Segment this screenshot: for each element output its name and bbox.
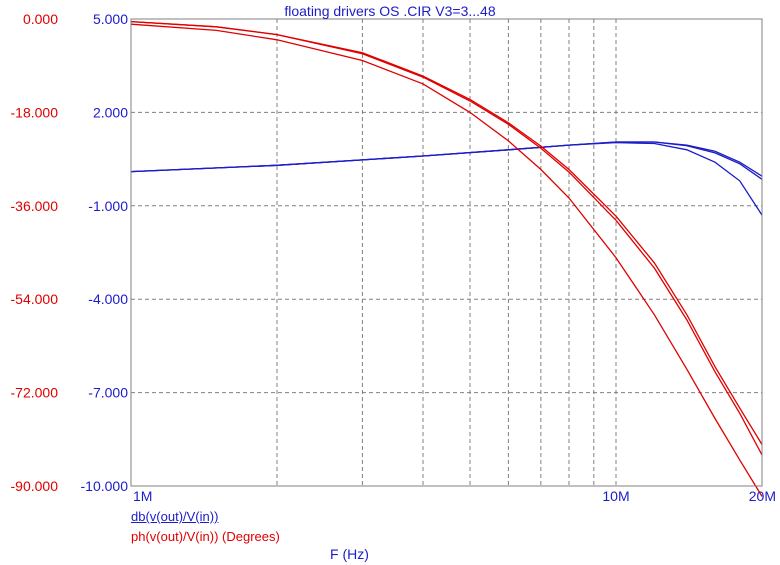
x-tick-label: 10M (602, 488, 629, 504)
x-axis-ticks: 1M 10M 20M (133, 488, 776, 504)
x-tick-label: 1M (133, 488, 152, 504)
db-series-line-1 (130, 141, 763, 180)
right-axis-ticks: 5.000 2.000 -1.000 -4.000 -7.000 -10.000 (81, 11, 129, 494)
db-tick-label: -4.000 (88, 291, 128, 307)
left-tick-label: -72.000 (11, 385, 59, 401)
db-tick-label: 2.000 (93, 104, 128, 120)
x-tick-label: 20M (749, 488, 776, 504)
grid-lines (131, 19, 762, 486)
db-series-line-2 (130, 141, 763, 216)
legend-db-label[interactable]: db(v(out)/V(in)) (131, 509, 219, 524)
legend-phase-label[interactable]: ph(v(out)/V(in)) (Degrees) (131, 529, 280, 544)
phase-series-line-3 (130, 20, 763, 445)
db-series-line-0 (130, 141, 763, 177)
x-axis-label: F (Hz) (330, 546, 369, 562)
db-tick-label: 5.000 (93, 11, 128, 27)
plot-frame (130, 18, 763, 487)
phase-series-line-4 (130, 20, 763, 456)
db-tick-label: -10.000 (81, 478, 129, 494)
phase-series-line-5 (130, 23, 763, 497)
left-tick-label: -18.000 (11, 104, 59, 120)
left-tick-label: -36.000 (11, 198, 59, 214)
chart-title: floating drivers OS .CIR V3=3...48 (284, 3, 496, 19)
left-tick-label: 0.000 (23, 11, 58, 27)
left-axis-ticks: 0.000 -18.000 -36.000 -54.000 -72.000 -90.000 (11, 11, 59, 494)
left-tick-label: -54.000 (11, 291, 59, 307)
db-tick-label: -1.000 (88, 198, 128, 214)
db-tick-label: -7.000 (88, 385, 128, 401)
left-tick-label: -90.000 (11, 478, 59, 494)
series-lines (130, 20, 763, 497)
